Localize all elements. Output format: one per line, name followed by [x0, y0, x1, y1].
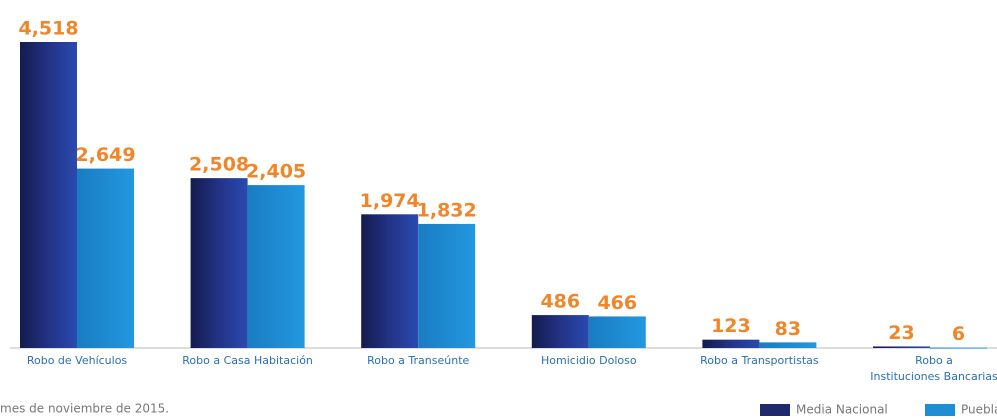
value-label: 2,649: [75, 144, 135, 166]
bar: [361, 214, 419, 348]
bar: [418, 223, 476, 348]
legend-label: Puebla: [961, 403, 997, 417]
value-label: 6: [952, 323, 965, 345]
bar: [190, 178, 248, 348]
x-tick-label: Robo a Transportistas: [700, 354, 819, 367]
legend-swatch: [760, 404, 790, 416]
x-tick-label: Robo de Vehículos: [27, 354, 128, 367]
value-label: 466: [597, 292, 637, 314]
x-tick-label: Robo a: [915, 354, 953, 367]
bar: [588, 316, 646, 348]
value-label: 23: [888, 322, 914, 344]
value-label: 1,974: [360, 190, 420, 212]
value-label: 2,508: [189, 154, 249, 176]
bar: [930, 347, 987, 349]
value-label: 2,405: [246, 161, 306, 183]
x-tick-label: Robo a Casa Habitación: [182, 354, 313, 367]
bar: [531, 315, 589, 348]
legend-swatch: [925, 404, 955, 416]
x-tick-label: Robo a Transeúnte: [367, 354, 469, 367]
x-tick-label: Instituciones Bancarias: [870, 370, 997, 383]
bar: [702, 339, 760, 348]
value-label: 4,518: [18, 18, 78, 40]
x-tick-label: Homicidio Doloso: [541, 354, 637, 367]
legend-label: Media Nacional: [796, 403, 888, 417]
value-label: 486: [540, 291, 580, 313]
bar: [873, 346, 930, 348]
value-label: 83: [775, 318, 801, 340]
bar: [77, 168, 134, 348]
bar: [759, 342, 817, 348]
bar: [247, 185, 305, 348]
value-label: 123: [711, 315, 751, 337]
bar: [20, 42, 77, 348]
footnote: mes de noviembre de 2015.: [0, 402, 169, 416]
value-label: 1,832: [417, 199, 477, 221]
